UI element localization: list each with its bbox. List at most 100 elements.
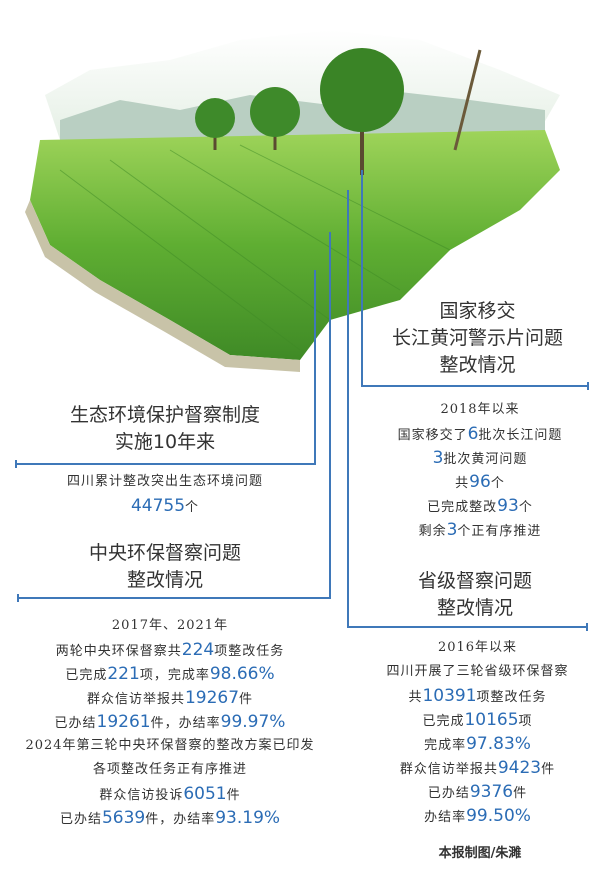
stat-text: 批次黄河问题 [443,452,528,467]
stat-number: 3 [432,448,444,468]
stat-line: 四川开展了三轮省级环保督察 [355,660,600,684]
mountains [60,92,545,140]
stat-line: 群众信访举报共19267件 [0,686,340,710]
stat-number: 99.97% [220,712,286,732]
stat-text: 共 [408,690,423,705]
stat-text: 已办结 [59,812,102,827]
stat-text: 办结率 [424,810,467,825]
stat-line: 3批次黄河问题 [360,446,600,470]
stat-number: 99.50% [466,806,531,826]
stat-line: 办结率99.50% [355,804,600,828]
stat-text: 个 [518,500,533,515]
stat-line: 群众信访投诉6051件 [0,782,340,806]
stat-number: 98.66% [209,664,275,684]
stat-number: 224 [181,640,215,660]
title-line: 国家移交 [439,300,516,322]
title-line: 整改情况 [436,597,513,619]
stat-text: 两轮中央环保督察共 [55,644,182,659]
stat-line: 已办结5639件，办结率93.19% [0,806,340,830]
stat-number: 221 [107,664,140,684]
title-line: 实施10年来 [114,431,216,453]
stat-text: 2016年以来 [437,640,518,655]
system-title: 生态环境保护督察制度 实施10年来 [15,402,315,456]
central-stats: 2017年、2021年 两轮中央环保督察共224项整改任务 已完成221项，完成率9… [0,614,340,830]
stat-number: 10391 [422,686,477,706]
stat-line: 共10391项整改任务 [355,684,600,708]
stat-text: 件，办结率 [150,716,221,731]
stat-line: 2017年、2021年 [0,614,340,638]
stat-number: 93.19% [215,808,281,828]
stat-line: 剩余3个正有序推进 [360,518,600,542]
stat-number: 3 [446,520,458,540]
stat-number: 19267 [184,688,240,708]
stat-number: 97.83% [466,734,531,754]
stat-number: 19261 [96,712,151,732]
provincial-rule-horizontal [347,626,588,628]
central-title: 中央环保督察问题 整改情况 [15,540,315,594]
title-line: 中央环保督察问题 [88,542,241,564]
stat-text: 已完成整改 [427,500,498,515]
central-rule-vertical [329,232,331,598]
stat-text: 件，办结率 [145,812,216,827]
stat-text: 群众信访举报共 [399,762,498,777]
provincial-rule-vertical [347,190,349,627]
stat-line: 已完成221项，完成率98.66% [0,662,340,686]
stat-text: 2018年以来 [440,402,520,417]
stat-number: 93 [497,496,519,516]
stat-line: 已完成整改93个 [360,494,600,518]
stat-text: 项整改任务 [476,690,547,705]
stat-number: 96 [469,472,491,492]
rule-tick [587,382,589,390]
farmland-map-illustration [25,30,560,372]
stat-text: 个正有序推进 [457,524,542,539]
stat-number: 9423 [497,758,542,778]
national-rule-horizontal [361,385,589,387]
stat-text: 群众信访举报共 [86,692,185,707]
stat-text: 剩余 [418,524,447,539]
stat-text: 群众信访投诉 [99,788,184,803]
rule-tick [17,594,19,602]
stat-number: 6051 [183,784,227,804]
title-line: 生态环境保护督察制度 [69,404,260,426]
national-stats: 2018年以来 国家移交了6批次长江问题 3批次黄河问题 共96个 已完成整改93个 剩余… [360,398,600,542]
title-line: 长江黄河警示片问题 [391,327,563,349]
stat-line: 四川累计整改突出生态环境问题 [15,470,315,494]
rule-tick [586,623,588,631]
stat-line: 完成率97.83% [355,732,600,756]
stat-text: 四川累计整改突出生态环境问题 [66,474,263,489]
provincial-stats: 2016年以来 四川开展了三轮省级环保督察 共10391项整改任务 已完成10165项… [355,636,600,828]
stat-text: 件 [541,762,556,777]
stat-text: 项整改任务 [214,644,285,659]
stat-text: 各项整改任务正有序推进 [92,762,247,777]
system-stats: 四川累计整改突出生态环境问题 44755个 [15,470,315,518]
title-line: 整改情况 [439,354,516,376]
stat-number: 5639 [101,808,146,828]
stat-line: 已办结9376件 [355,780,600,804]
stat-line: 已办结19261件，办结率99.97% [0,710,340,734]
stat-line: 2016年以来 [355,636,600,660]
stat-text: 个 [490,476,505,491]
stat-line: 共96个 [360,470,600,494]
stat-text: 项，完成率 [139,668,210,683]
stat-text: 已完成 [65,668,108,683]
stat-line: 两轮中央环保督察共224项整改任务 [0,638,340,662]
stat-text: 2024年第三轮中央环保督察的整改方案已印发 [25,738,315,753]
trees [195,48,482,175]
stat-text: 项 [518,714,533,729]
provincial-title: 省级督察问题 整改情况 [360,568,590,622]
stat-text: 国家移交了 [397,428,468,443]
map-shape-field [30,130,560,360]
national-title: 国家移交 长江黄河警示片问题 整改情况 [365,298,590,379]
stat-text: 已办结 [54,716,97,731]
stat-number: 10165 [464,710,519,730]
stat-line: 各项整改任务正有序推进 [0,758,340,782]
stat-number: 9376 [469,782,514,802]
stat-line: 2018年以来 [360,398,600,422]
stat-text: 2017年、2021年 [111,618,229,633]
stat-text: 件 [239,692,254,707]
stat-text: 已完成 [422,714,465,729]
stat-text: 个 [185,500,200,515]
stat-line: 群众信访举报共9423件 [355,756,600,780]
credit: 本报制图/朱濉 [438,846,522,861]
stat-line: 2024年第三轮中央环保督察的整改方案已印发 [0,734,340,758]
